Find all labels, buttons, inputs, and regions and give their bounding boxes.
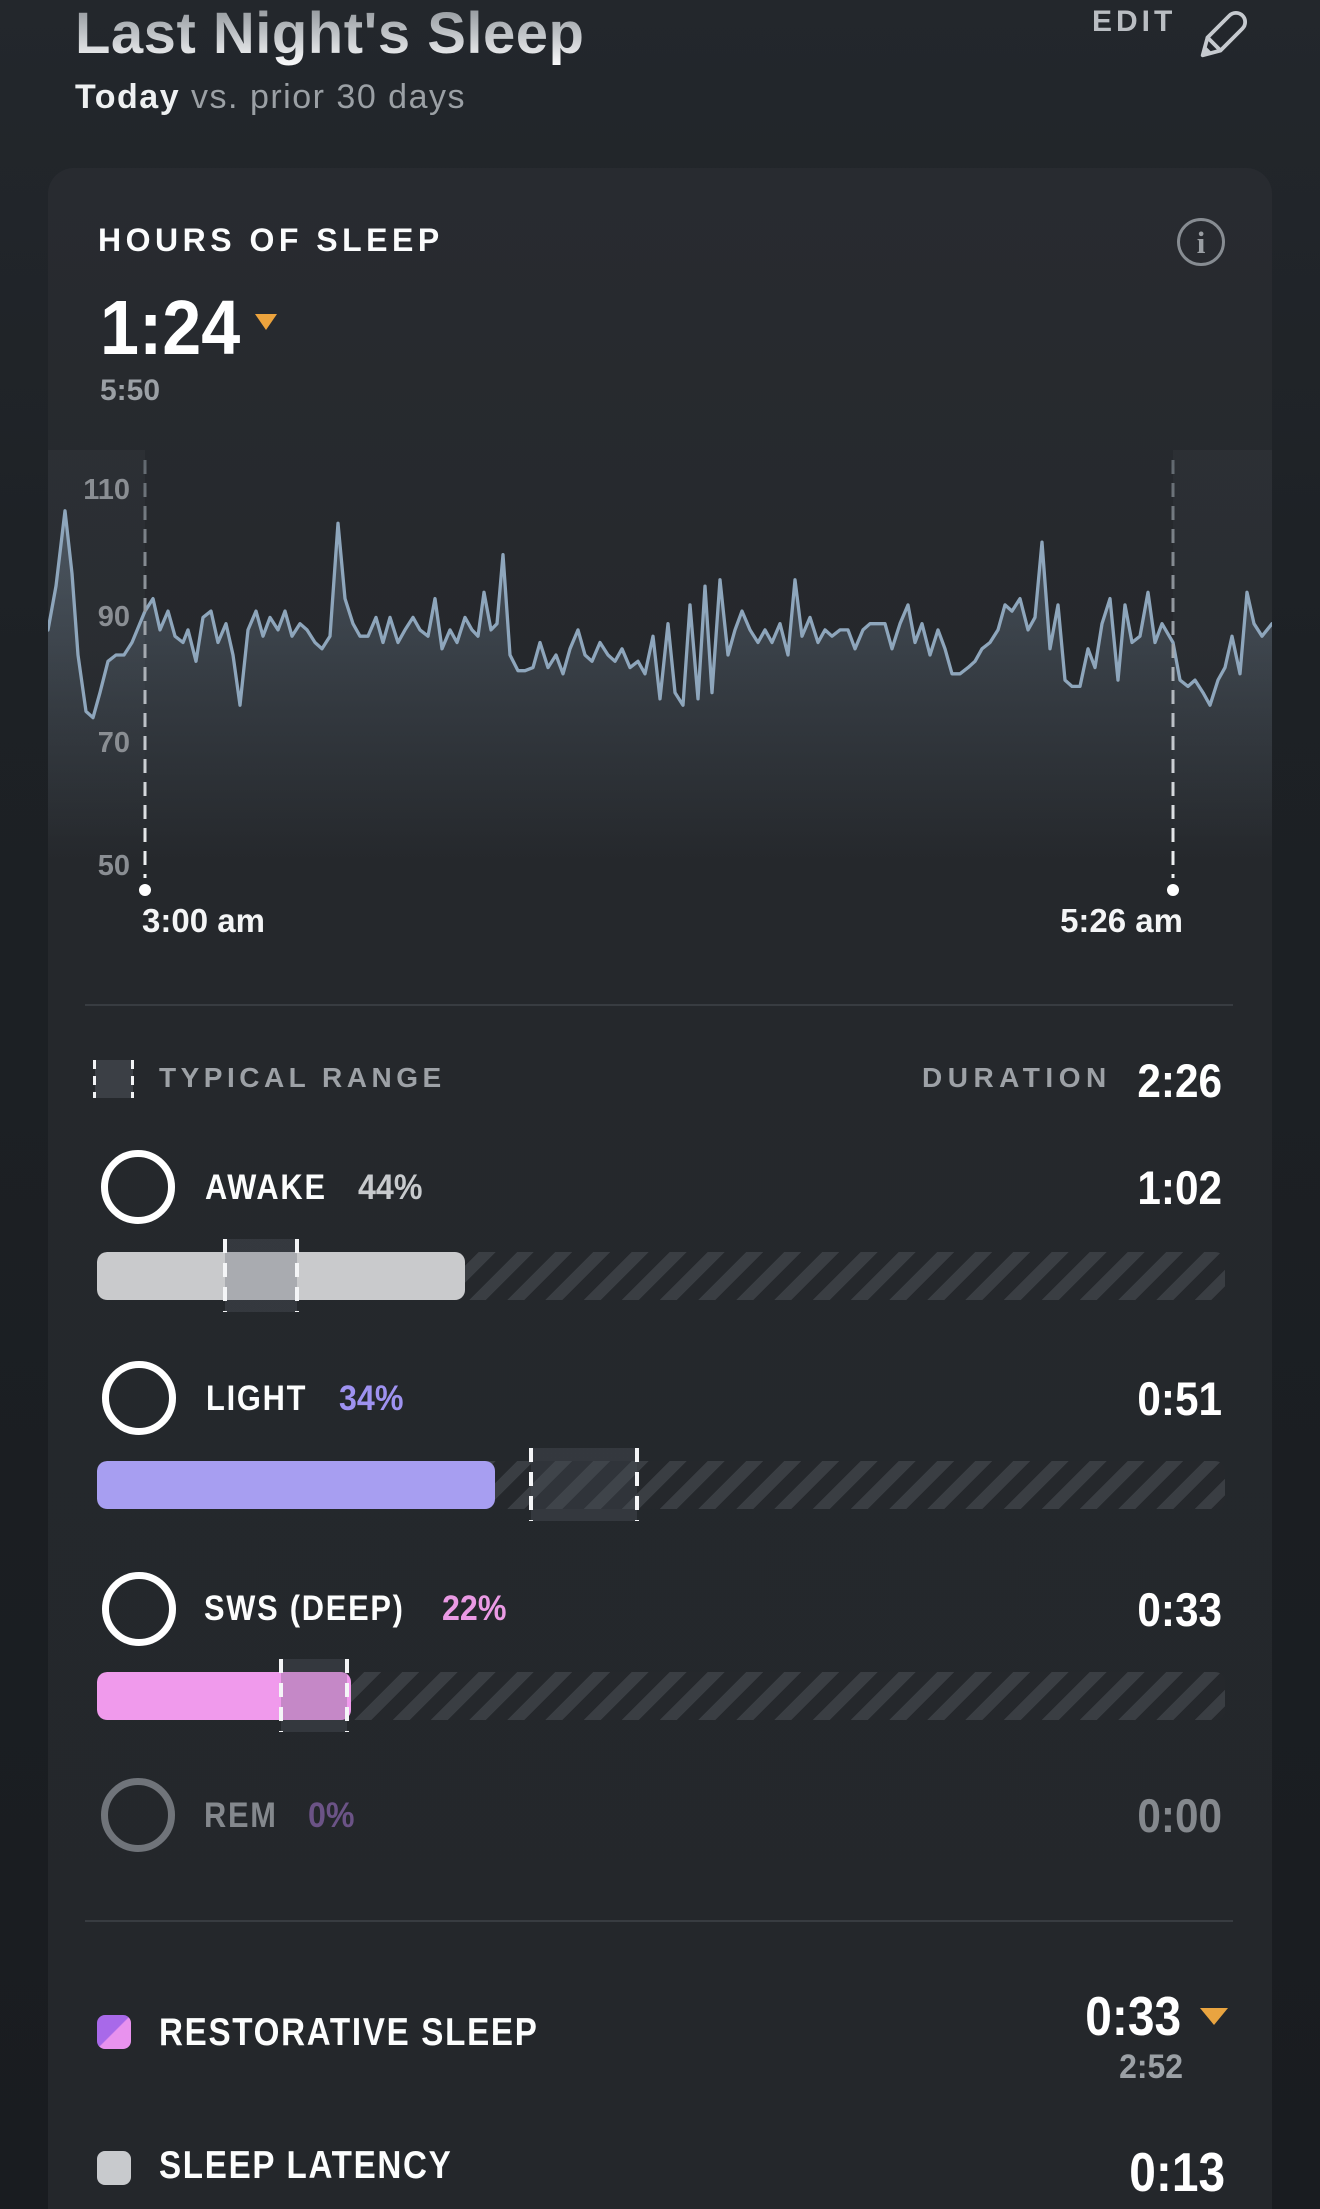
svg-text:i: i xyxy=(1197,225,1206,260)
